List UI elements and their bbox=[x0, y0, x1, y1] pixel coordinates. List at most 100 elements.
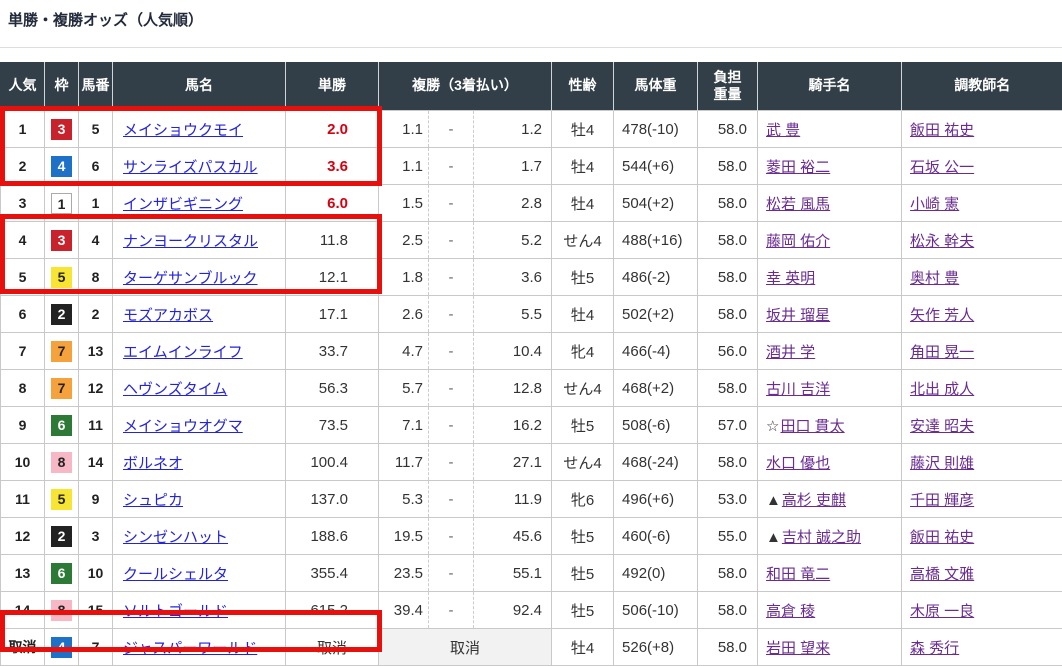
horse-name-link[interactable]: ナンヨークリスタル bbox=[123, 233, 258, 250]
jockey-link[interactable]: 高倉 稜 bbox=[766, 603, 815, 620]
horse-name-link[interactable]: モズアカボス bbox=[123, 307, 213, 324]
trainer-link[interactable]: 千田 輝彦 bbox=[910, 492, 974, 509]
place-low-cell: 5.7 bbox=[379, 370, 429, 407]
header-horse-number: 馬番 bbox=[79, 62, 113, 111]
frame-cell: 8 bbox=[45, 444, 79, 481]
jockey-cell: 幸 英明 bbox=[758, 259, 902, 296]
jockey-link[interactable]: 和田 竜二 bbox=[766, 566, 830, 583]
jockey-mark: ☆ bbox=[766, 418, 779, 435]
sex-age-cell: 牡5 bbox=[552, 407, 614, 444]
rank-cell: 3 bbox=[1, 185, 45, 222]
place-high-cell: 1.2 bbox=[474, 111, 552, 148]
horse-name-link[interactable]: エイムインライフ bbox=[123, 344, 243, 361]
win-odds-cell: 615.2 bbox=[286, 592, 379, 629]
rank-cell: 11 bbox=[1, 481, 45, 518]
horse-number-cell: 2 bbox=[79, 296, 113, 333]
place-odds-cancel-cell: 取消 bbox=[379, 629, 552, 666]
page-title: 単勝・複勝オッズ（人気順） bbox=[8, 9, 203, 30]
jockey-cell: ▲高杉 吏麒 bbox=[758, 481, 902, 518]
frame-badge: 2 bbox=[51, 526, 72, 547]
trainer-link[interactable]: 松永 幹夫 bbox=[910, 233, 974, 250]
horse-number-cell: 11 bbox=[79, 407, 113, 444]
rank-cell: 7 bbox=[1, 333, 45, 370]
trainer-link[interactable]: 高橋 文雅 bbox=[910, 566, 974, 583]
jockey-link[interactable]: 菱田 裕二 bbox=[766, 159, 830, 176]
body-weight-cell: 504(+2) bbox=[614, 185, 698, 222]
jockey-link[interactable]: 坂井 瑠星 bbox=[766, 307, 830, 324]
rank-cell: 5 bbox=[1, 259, 45, 296]
horse-number-cell: 1 bbox=[79, 185, 113, 222]
place-high-cell: 55.1 bbox=[474, 555, 552, 592]
trainer-link[interactable]: 角田 晃一 bbox=[910, 344, 974, 361]
carry-weight-cell: 56.0 bbox=[698, 333, 758, 370]
trainer-link[interactable]: 森 秀行 bbox=[910, 640, 959, 657]
horse-name-cell: ジャスパーワールド bbox=[113, 629, 286, 666]
horse-name-link[interactable]: インザビギニング bbox=[123, 196, 243, 213]
win-odds-cell: 11.8 bbox=[286, 222, 379, 259]
place-low-cell: 1.8 bbox=[379, 259, 429, 296]
frame-cell: 2 bbox=[45, 518, 79, 555]
frame-cell: 6 bbox=[45, 555, 79, 592]
horse-name-link[interactable]: ジャスパーワールド bbox=[123, 640, 257, 657]
body-weight-cell: 486(-2) bbox=[614, 259, 698, 296]
trainer-link[interactable]: 石坂 公一 bbox=[910, 159, 974, 176]
horse-name-link[interactable]: シンゼンハット bbox=[123, 529, 228, 546]
rank-cell: 6 bbox=[1, 296, 45, 333]
frame-badge: 4 bbox=[51, 156, 72, 177]
carry-weight-cell: 58.0 bbox=[698, 185, 758, 222]
win-odds-cell: 17.1 bbox=[286, 296, 379, 333]
horse-name-link[interactable]: ボルネオ bbox=[123, 455, 183, 472]
jockey-link[interactable]: 幸 英明 bbox=[766, 270, 815, 287]
jockey-link[interactable]: 藤岡 佑介 bbox=[766, 233, 830, 250]
place-low-cell: 19.5 bbox=[379, 518, 429, 555]
jockey-cell: 岩田 望来 bbox=[758, 629, 902, 666]
trainer-link[interactable]: 矢作 芳人 bbox=[910, 307, 974, 324]
sex-age-cell: 牡4 bbox=[552, 296, 614, 333]
horse-name-link[interactable]: メイショウクモイ bbox=[123, 122, 243, 139]
trainer-link[interactable]: 木原 一良 bbox=[910, 603, 974, 620]
jockey-link[interactable]: 岩田 望来 bbox=[766, 640, 830, 657]
body-weight-cell: 468(-24) bbox=[614, 444, 698, 481]
jockey-link[interactable]: 武 豊 bbox=[766, 122, 800, 139]
jockey-link[interactable]: 吉村 誠之助 bbox=[782, 529, 861, 546]
jockey-link[interactable]: 高杉 吏麒 bbox=[782, 492, 846, 509]
place-high-cell: 3.6 bbox=[474, 259, 552, 296]
jockey-link[interactable]: 水口 優也 bbox=[766, 455, 830, 472]
horse-name-link[interactable]: ターゲサンブルック bbox=[123, 270, 258, 287]
horse-name-link[interactable]: ソルトゴールド bbox=[123, 603, 228, 620]
trainer-link[interactable]: 北出 成人 bbox=[910, 381, 974, 398]
sex-age-cell: 牡4 bbox=[552, 629, 614, 666]
frame-cell: 4 bbox=[45, 629, 79, 666]
trainer-link[interactable]: 飯田 祐史 bbox=[910, 122, 974, 139]
trainer-link[interactable]: 飯田 祐史 bbox=[910, 529, 974, 546]
header-body-weight: 馬体重 bbox=[614, 62, 698, 111]
horse-name-cell: クールシェルタ bbox=[113, 555, 286, 592]
place-separator: - bbox=[429, 185, 474, 222]
horse-name-link[interactable]: メイショウオグマ bbox=[123, 418, 243, 435]
jockey-link[interactable]: 松若 風馬 bbox=[766, 196, 830, 213]
jockey-link[interactable]: 酒井 学 bbox=[766, 344, 815, 361]
jockey-link[interactable]: 田口 貫太 bbox=[780, 418, 844, 435]
horse-name-link[interactable]: ヘヴンズタイム bbox=[123, 381, 227, 398]
horse-name-link[interactable]: サンライズパスカル bbox=[123, 159, 258, 176]
horse-name-link[interactable]: シュピカ bbox=[123, 492, 183, 509]
frame-badge: 8 bbox=[51, 600, 72, 621]
place-separator: - bbox=[429, 296, 474, 333]
trainer-link[interactable]: 小崎 憲 bbox=[910, 196, 959, 213]
trainer-link[interactable]: 奥村 豊 bbox=[910, 270, 959, 287]
sex-age-cell: せん4 bbox=[552, 222, 614, 259]
divider bbox=[0, 47, 1062, 48]
trainer-link[interactable]: 藤沢 則雄 bbox=[910, 455, 974, 472]
win-odds-cell: 取消 bbox=[286, 629, 379, 666]
win-odds-cell: 355.4 bbox=[286, 555, 379, 592]
table-header-row: 人気 枠 馬番 馬名 単勝 複勝（3着払い） 性齢 馬体重 負担重量 騎手名 調… bbox=[1, 62, 1062, 111]
horse-name-link[interactable]: クールシェルタ bbox=[123, 566, 228, 583]
place-high-cell: 92.4 bbox=[474, 592, 552, 629]
place-separator: - bbox=[429, 259, 474, 296]
trainer-link[interactable]: 安達 昭夫 bbox=[910, 418, 974, 435]
jockey-link[interactable]: 古川 吉洋 bbox=[766, 381, 830, 398]
